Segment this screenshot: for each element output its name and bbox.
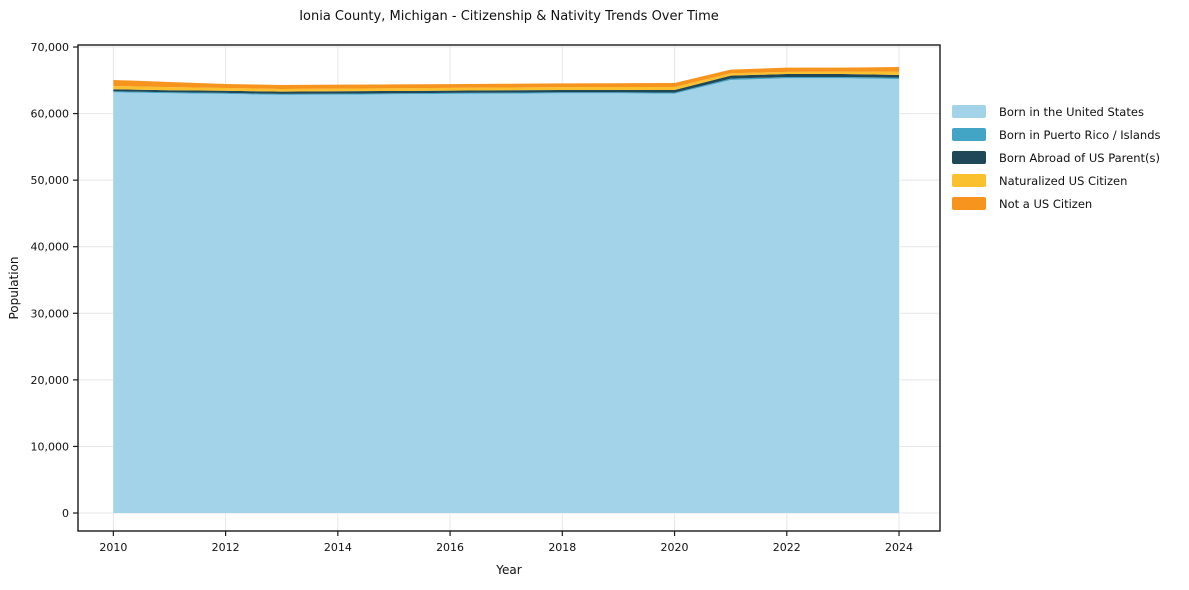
y-axis-label: Population <box>7 256 21 319</box>
legend-label: Born Abroad of US Parent(s) <box>999 150 1160 165</box>
legend-item: Born Abroad of US Parent(s) <box>952 150 1161 165</box>
y-tick-label: 40,000 <box>31 241 70 254</box>
x-tick-label: 2024 <box>885 541 913 554</box>
legend-swatch-born-us <box>952 105 986 118</box>
legend: Born in the United States Born in Puerto… <box>952 104 1161 211</box>
x-tick-label: 2020 <box>661 541 689 554</box>
x-tick-label: 2022 <box>773 541 801 554</box>
x-tick-label: 2014 <box>324 541 352 554</box>
x-axis-label: Year <box>495 563 521 577</box>
y-tick-label: 20,000 <box>31 374 70 387</box>
y-tick-label: 0 <box>62 507 69 520</box>
x-tick-label: 2010 <box>99 541 127 554</box>
y-tick-label: 30,000 <box>31 307 70 320</box>
legend-label: Born in the United States <box>999 104 1144 119</box>
x-tick-label: 2012 <box>212 541 240 554</box>
area-naturalized-us-citizen <box>113 71 900 92</box>
legend-item: Naturalized US Citizen <box>952 173 1161 188</box>
legend-label: Born in Puerto Rico / Islands <box>999 127 1161 142</box>
chart-title: Ionia County, Michigan - Citizenship & N… <box>299 9 719 24</box>
x-tick-label: 2018 <box>548 541 576 554</box>
area-born-in-puerto-rico-islands <box>113 76 900 95</box>
y-tick-label: 60,000 <box>31 108 70 121</box>
legend-swatch-puerto-rico <box>952 128 986 141</box>
y-tick-label: 70,000 <box>31 41 70 54</box>
y-tick-label: 50,000 <box>31 174 70 187</box>
legend-item: Born in the United States <box>952 104 1161 119</box>
legend-swatch-not-citizen <box>952 197 986 210</box>
legend-item: Not a US Citizen <box>952 196 1161 211</box>
legend-swatch-born-abroad <box>952 151 986 164</box>
y-tick-label: 10,000 <box>31 440 70 453</box>
area-not-a-us-citizen <box>113 66 900 89</box>
area-born-in-the-united-states <box>113 78 900 514</box>
plot-border <box>77 44 941 532</box>
legend-swatch-naturalized <box>952 174 986 187</box>
legend-label: Not a US Citizen <box>999 196 1093 211</box>
area-born-abroad-of-us-parent-s <box>113 73 900 94</box>
x-tick-label: 2016 <box>436 541 464 554</box>
legend-label: Naturalized US Citizen <box>999 173 1128 188</box>
legend-item: Born in Puerto Rico / Islands <box>952 127 1161 142</box>
